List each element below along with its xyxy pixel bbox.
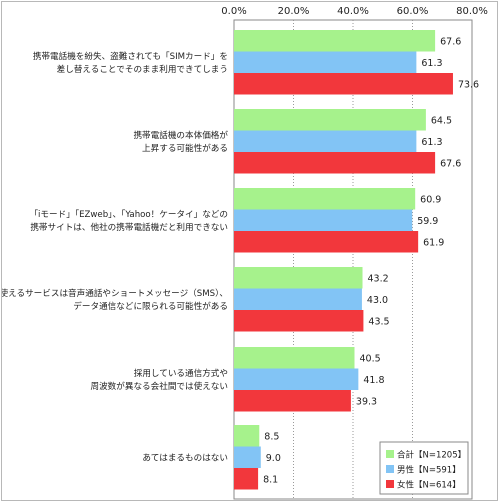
data-label: 61.9 [423, 237, 444, 248]
data-label: 8.5 [264, 431, 279, 442]
bar [234, 188, 416, 210]
category-label: 上昇する可能性がある [142, 142, 228, 154]
data-label: 41.8 [363, 375, 384, 386]
data-label: 60.9 [420, 194, 441, 205]
category-label: あてはまるものはない [142, 452, 228, 463]
data-label: 67.6 [440, 158, 461, 169]
category-label: 携帯サイトは、他社の携帯電話機だと利用できない [30, 221, 228, 233]
bar [234, 425, 260, 447]
bar [234, 152, 436, 174]
bar [234, 267, 363, 289]
legend-swatch [386, 450, 394, 458]
bar [234, 368, 359, 390]
category-label: 使えるサービスは音声通話やショートメッセージ（SMS）、 [2, 287, 228, 299]
bar [234, 390, 351, 412]
category-label: データ通信などに限られる可能性がある [73, 300, 228, 312]
bar [234, 30, 436, 52]
bar [234, 109, 426, 131]
category-label: 差し替えることでそのまま利用できてしまう [57, 63, 228, 75]
data-label: 61.3 [421, 58, 442, 69]
legend-label: 合計【N=1205】 [397, 450, 466, 461]
data-label: 59.9 [417, 216, 438, 227]
category-label: 採用している通信方式や [134, 367, 228, 379]
x-tick-label: 20.0% [278, 6, 310, 17]
bar [234, 347, 355, 369]
bar [234, 446, 261, 468]
data-label: 61.3 [421, 137, 442, 148]
legend-label: 女性【N=614】 [397, 480, 461, 491]
x-tick-label: 60.0% [397, 6, 429, 17]
data-label: 9.0 [266, 453, 281, 464]
bar [234, 288, 362, 310]
legend-label: 男性【N=591】 [397, 465, 461, 476]
category-label: 携帯電話機を紛失、盗難されても「SIMカード」を [33, 50, 228, 62]
x-tick-label: 0.0% [221, 6, 246, 17]
category-label: 「iモード」「EZweb」、「Yahoo！ケータイ」などの [29, 209, 228, 220]
data-label: 40.5 [359, 353, 380, 364]
data-label: 67.6 [440, 36, 461, 47]
legend-swatch [386, 465, 394, 473]
legend [379, 441, 469, 495]
bar [234, 231, 419, 253]
data-label: 64.5 [431, 115, 452, 126]
legend-swatch [386, 480, 394, 488]
bar [234, 130, 417, 152]
bar [234, 73, 453, 95]
bar [234, 310, 364, 332]
data-label: 39.3 [356, 396, 377, 407]
data-label: 8.1 [263, 474, 278, 485]
bar [234, 209, 413, 231]
x-tick-label: 80.0% [456, 6, 488, 17]
bar [234, 51, 417, 73]
x-tick-label: 40.0% [337, 6, 369, 17]
category-label: 周波数が異なる会社間では使えない [90, 380, 228, 392]
data-label: 73.6 [458, 79, 479, 90]
bar [234, 468, 259, 490]
data-label: 43.0 [367, 295, 388, 306]
category-label: 携帯電話機の本体価格が [133, 129, 228, 141]
data-label: 43.2 [368, 273, 389, 284]
data-label: 43.5 [368, 316, 389, 327]
